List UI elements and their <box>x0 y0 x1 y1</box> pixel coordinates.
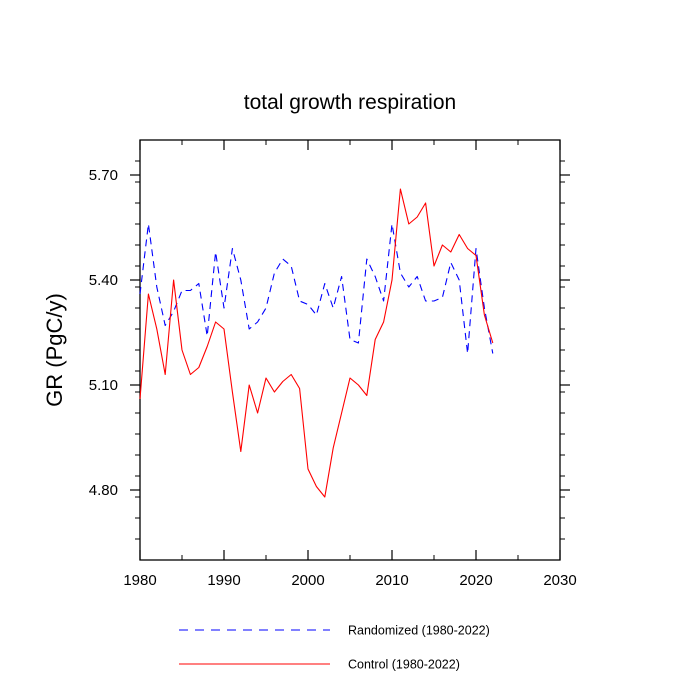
x-tick-label: 2010 <box>375 572 408 589</box>
axis-ticks <box>130 140 570 560</box>
randomized-series-line <box>139 223 494 355</box>
chart-title: total growth respiration <box>244 91 456 114</box>
tick-labels: 1980 1990 2000 2010 2020 2030 4.80 5.10 5.40 5.70 <box>89 167 577 589</box>
x-tick-label: 2020 <box>459 572 492 589</box>
y-axis-label: GR (PgC/y) <box>42 293 67 407</box>
control-series-line <box>139 188 494 498</box>
y-tick-label: 5.70 <box>89 167 118 184</box>
series-lines <box>139 188 494 498</box>
x-tick-label: 1980 <box>123 572 156 589</box>
x-tick-label: 1990 <box>207 572 240 589</box>
x-tick-label: 2000 <box>291 572 324 589</box>
legend: Randomized (1980-2022) Control (1980-2022… <box>179 624 490 672</box>
legend-label-control: Control (1980-2022) <box>348 658 460 672</box>
x-tick-label: 2030 <box>543 572 576 589</box>
legend-label-randomized: Randomized (1980-2022) <box>348 624 490 638</box>
y-tick-label: 5.10 <box>89 377 118 394</box>
y-tick-label: 5.40 <box>89 272 118 289</box>
y-tick-label: 4.80 <box>89 482 118 499</box>
plot-frame <box>139 139 561 561</box>
plot-area <box>139 139 561 561</box>
